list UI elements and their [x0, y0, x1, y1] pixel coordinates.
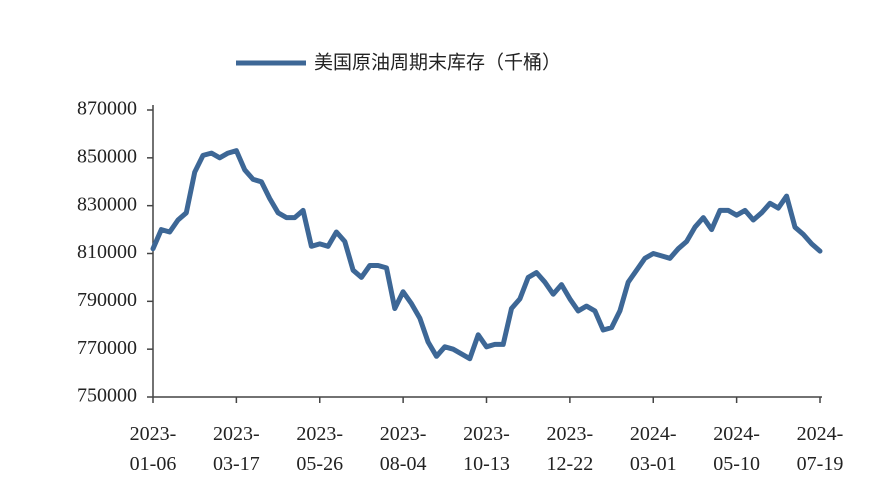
x-tick-label: 2023-01-06 [129, 423, 177, 475]
x-tick-label: 2024-07-19 [796, 423, 844, 475]
y-tick-label: 750000 [77, 385, 137, 407]
x-tick-label: 2023-03-17 [213, 423, 260, 475]
y-tick-label: 770000 [77, 337, 137, 359]
x-tick-label: 2024-03-01 [629, 423, 677, 475]
y-tick-label: 790000 [77, 289, 137, 311]
series-line [150, 148, 823, 362]
y-tick-label: 810000 [77, 241, 137, 263]
x-tick-label: 2023-08-04 [379, 423, 427, 475]
x-tick-label: 2023-10-13 [463, 423, 510, 475]
x-tick-label: 2024-05-10 [713, 423, 760, 475]
y-tick-label: 830000 [77, 193, 137, 215]
x-tick-label: 2023-05-26 [296, 423, 344, 475]
y-tick-label: 850000 [77, 145, 137, 167]
x-tick-label: 2023-12-22 [546, 423, 594, 475]
legend-label: 美国原油周期末库存（千桶） [314, 52, 561, 74]
y-tick-label: 870000 [77, 98, 137, 120]
